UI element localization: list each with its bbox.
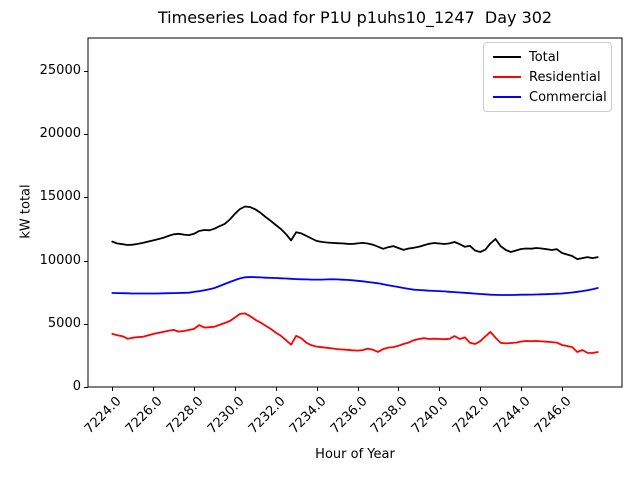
legend: Total Residential Commercial xyxy=(483,42,612,112)
y-tick-label: 5000 xyxy=(47,315,81,331)
y-tick-label: 15000 xyxy=(39,189,81,205)
chart-title: Timeseries Load for P1U p1uhs10_1247 Day… xyxy=(157,8,553,27)
legend-entry-commercial: Commercial xyxy=(484,87,611,107)
total-line-swatch xyxy=(493,56,521,58)
y-axis-label: kW total xyxy=(18,184,34,239)
y-tick-label: 0 xyxy=(72,379,81,394)
legend-label-residential: Residential xyxy=(529,69,601,85)
y-tick-label: 25000 xyxy=(39,62,81,78)
y-tick-label: 20000 xyxy=(39,126,81,142)
legend-entry-total: Total xyxy=(484,47,611,67)
residential-line-swatch xyxy=(493,76,521,78)
legend-entry-residential: Residential xyxy=(484,67,611,87)
x-axis-label: Hour of Year xyxy=(315,447,395,462)
legend-label-total: Total xyxy=(529,49,560,65)
commercial-line-swatch xyxy=(493,96,521,98)
y-tick-label: 10000 xyxy=(39,252,81,268)
legend-label-commercial: Commercial xyxy=(529,89,607,105)
